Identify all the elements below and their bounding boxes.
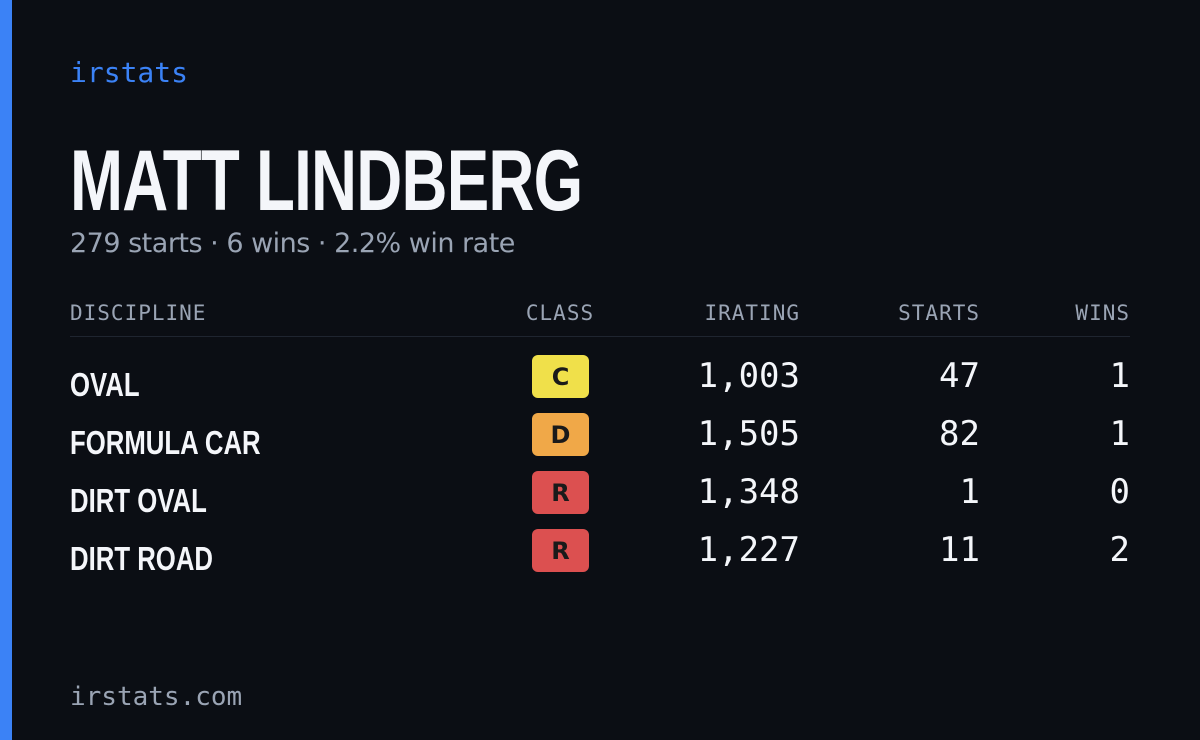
discipline: OVAL (70, 366, 140, 403)
discipline: FORMULA CAR (70, 424, 261, 461)
class-badge: C (532, 355, 589, 398)
starts-value: 47 (939, 356, 980, 396)
accent-bar (0, 0, 12, 740)
discipline: DIRT ROAD (70, 540, 213, 577)
footer: irstats.com (70, 682, 243, 712)
driver-name: MATT LINDBERG (70, 133, 583, 229)
irating-value: 1,227 (697, 530, 800, 570)
wins-value: 2 (1109, 530, 1130, 570)
irating-value: 1,505 (697, 414, 800, 454)
column-header: DISCIPLINE (70, 301, 207, 325)
column-header: IRATING (704, 301, 800, 325)
wins-value: 1 (1109, 414, 1130, 454)
starts-value: 11 (939, 530, 980, 570)
header-rule (70, 336, 1130, 337)
column-header: STARTS (898, 301, 980, 325)
column-header: WINS (1075, 301, 1130, 325)
discipline: DIRT OVAL (70, 482, 207, 519)
wins-value: 0 (1109, 472, 1130, 512)
irating-value: 1,348 (697, 472, 800, 512)
wins-value: 1 (1109, 356, 1130, 396)
driver-summary: 279 starts · 6 wins · 2.2% win rate (70, 228, 515, 259)
class-badge: D (532, 413, 589, 456)
column-header: CLASS (525, 301, 595, 325)
starts-value: 82 (939, 414, 980, 454)
starts-value: 1 (959, 472, 980, 512)
brand: irstats (70, 56, 189, 89)
class-badge: R (532, 471, 589, 514)
class-badge: R (532, 529, 589, 572)
irating-value: 1,003 (697, 356, 800, 396)
